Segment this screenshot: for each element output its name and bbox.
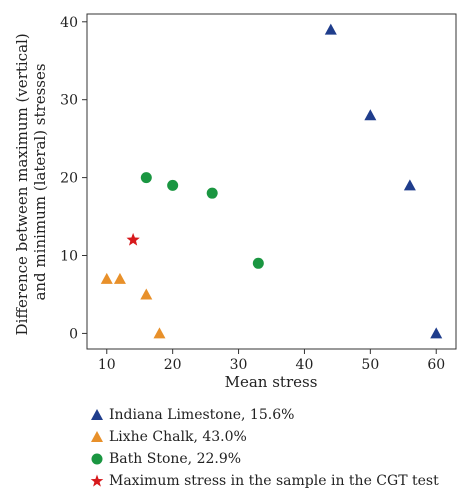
x-tick-label: 40 <box>296 357 314 373</box>
scatter-chart: 10 20 30 40 50 60 0 10 20 30 40 Mean stress Differ… <box>13 13 457 391</box>
triangle-marker-icon <box>91 431 103 442</box>
data-point-triangle <box>113 272 126 284</box>
legend-label: Bath Stone, 22.9% <box>109 451 242 467</box>
x-tick-label: 10 <box>98 357 116 373</box>
y-axis-label-line-2: and minimum (lateral) stresses <box>31 63 49 300</box>
plot-frame <box>86 13 457 350</box>
legend-item: Indiana Limestone, 15.6% <box>90 405 439 425</box>
data-point-circle <box>167 179 179 191</box>
x-tick-label: 30 <box>230 357 248 373</box>
legend-label: Lixhe Chalk, 43.0% <box>109 429 247 445</box>
legend-label: Maximum stress in the sample in the CGT … <box>109 473 439 489</box>
data-point-triangle <box>140 288 153 300</box>
y-tick-label: 30 <box>60 93 78 109</box>
y-axis-label-line-1: Difference between maximum (vertical) <box>13 33 31 335</box>
data-point-circle <box>252 257 264 269</box>
legend-item: Bath Stone, 22.9% <box>90 449 439 469</box>
y-tick-label: 40 <box>60 15 78 31</box>
star-marker-icon <box>90 474 104 487</box>
y-tick-label: 10 <box>60 249 78 265</box>
data-point-triangle <box>364 109 377 121</box>
triangle-marker-icon <box>91 409 103 420</box>
data-point-triangle <box>403 179 416 191</box>
legend: Indiana Limestone, 15.6% Lixhe Chalk, 43… <box>90 405 439 493</box>
data-point-circle <box>140 172 152 184</box>
y-tick-label: 0 <box>69 326 78 342</box>
data-point-circle <box>206 187 218 199</box>
legend-label: Indiana Limestone, 15.6% <box>109 407 295 423</box>
axis-ticks: 10 20 30 40 50 60 0 10 20 30 40 <box>60 15 445 373</box>
data-point-star <box>126 232 140 246</box>
y-tick-label: 20 <box>60 171 78 187</box>
x-tick-label: 20 <box>164 357 182 373</box>
x-axis-label: Mean stress <box>225 373 318 391</box>
data-point-triangle <box>430 327 443 339</box>
data-point-triangle <box>100 272 113 284</box>
data-marks <box>100 23 443 339</box>
legend-item: Lixhe Chalk, 43.0% <box>90 427 439 447</box>
data-point-triangle <box>324 23 337 35</box>
data-point-triangle <box>153 327 166 339</box>
y-axis-label: Difference between maximum (vertical) an… <box>13 29 49 336</box>
circle-marker-icon <box>91 453 103 465</box>
x-tick-label: 60 <box>427 357 445 373</box>
x-tick-label: 50 <box>361 357 379 373</box>
legend-item: Maximum stress in the sample in the CGT … <box>90 471 439 491</box>
